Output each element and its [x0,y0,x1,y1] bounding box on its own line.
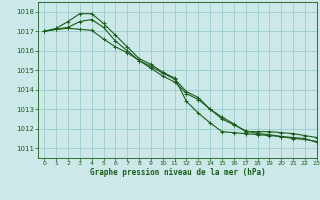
X-axis label: Graphe pression niveau de la mer (hPa): Graphe pression niveau de la mer (hPa) [90,168,266,177]
